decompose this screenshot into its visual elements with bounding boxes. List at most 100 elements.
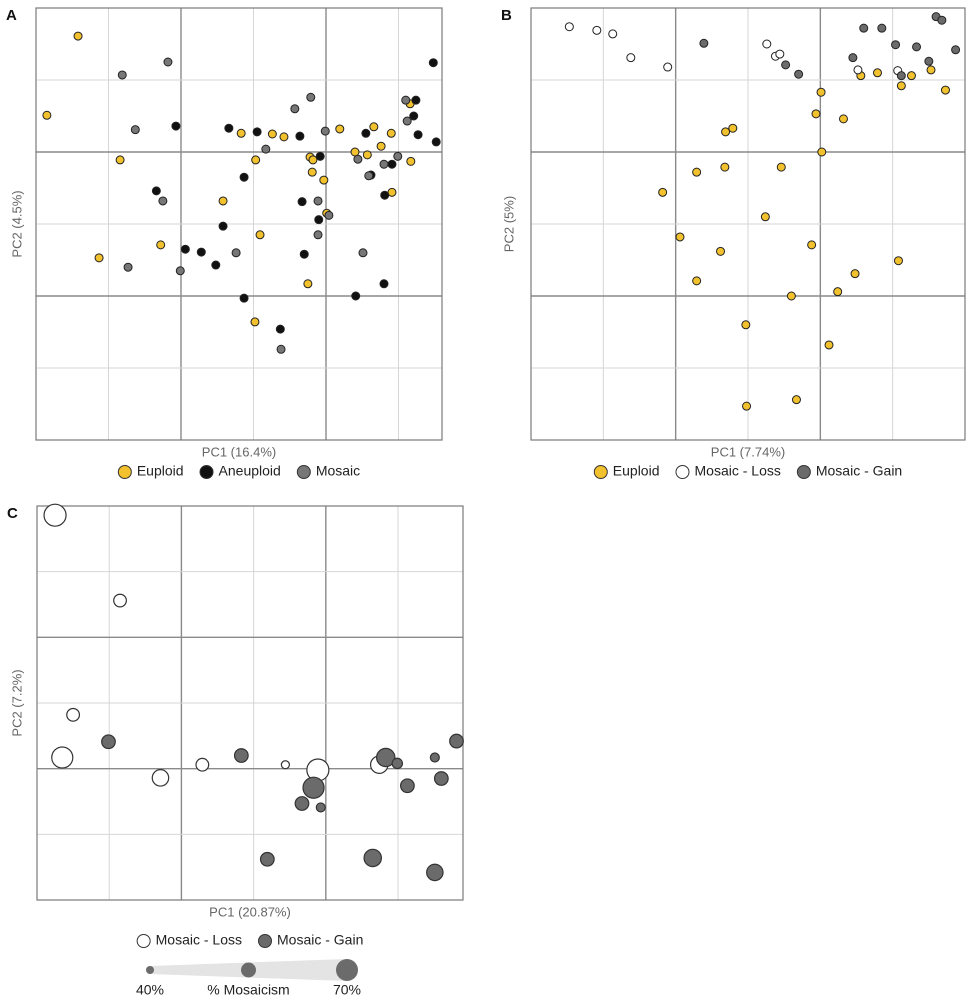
point bbox=[859, 23, 869, 33]
point bbox=[564, 22, 574, 32]
point bbox=[720, 162, 730, 172]
bubble bbox=[400, 778, 415, 794]
point bbox=[775, 49, 785, 59]
legend: Mosaic - Loss Mosaic - Gain bbox=[136, 932, 363, 948]
size-marker bbox=[241, 962, 256, 978]
point bbox=[912, 42, 922, 52]
bubble bbox=[433, 771, 449, 786]
y-axis-label: PC2 (7.2%) bbox=[9, 669, 24, 736]
point bbox=[940, 85, 950, 95]
point bbox=[315, 151, 325, 161]
point bbox=[324, 210, 334, 220]
point bbox=[251, 155, 261, 165]
point bbox=[811, 109, 821, 119]
point bbox=[850, 269, 860, 279]
point bbox=[699, 38, 709, 48]
point bbox=[361, 128, 371, 138]
point bbox=[776, 162, 786, 172]
point bbox=[393, 151, 403, 161]
point bbox=[231, 248, 241, 258]
bubble bbox=[259, 851, 275, 867]
point bbox=[239, 172, 249, 182]
point bbox=[401, 95, 411, 105]
point bbox=[364, 171, 374, 181]
point bbox=[353, 154, 363, 164]
point bbox=[608, 29, 618, 39]
point bbox=[592, 25, 602, 35]
point bbox=[303, 279, 313, 289]
legend-label: Euploid bbox=[137, 463, 184, 479]
legend-label: Mosaic bbox=[316, 463, 360, 479]
point bbox=[180, 244, 190, 254]
point bbox=[926, 65, 936, 75]
bubble bbox=[302, 776, 325, 799]
point bbox=[369, 122, 379, 132]
bubble bbox=[51, 746, 74, 769]
point bbox=[218, 196, 228, 206]
point bbox=[307, 167, 317, 177]
point bbox=[314, 215, 324, 225]
point bbox=[896, 71, 906, 81]
point bbox=[252, 127, 262, 137]
point bbox=[218, 221, 228, 231]
point bbox=[794, 69, 804, 79]
point bbox=[290, 104, 300, 114]
bubble bbox=[315, 802, 326, 813]
point bbox=[411, 95, 421, 105]
bubble bbox=[233, 748, 249, 763]
legend-marker bbox=[199, 465, 214, 479]
point bbox=[171, 121, 181, 131]
point bbox=[379, 279, 389, 289]
point bbox=[42, 110, 52, 120]
point bbox=[275, 324, 285, 334]
x-axis-label: PC1 (16.4%) bbox=[202, 444, 276, 459]
plot-frame bbox=[36, 505, 464, 901]
point bbox=[872, 68, 882, 78]
point bbox=[824, 340, 834, 350]
point bbox=[896, 81, 906, 91]
legend-marker bbox=[675, 465, 690, 479]
point bbox=[379, 159, 389, 169]
legend: Euploid Aneuploid Mosaic bbox=[117, 463, 360, 479]
point bbox=[255, 230, 265, 240]
point bbox=[848, 53, 858, 63]
point bbox=[626, 53, 636, 63]
point bbox=[297, 197, 307, 207]
point bbox=[741, 320, 751, 330]
point bbox=[692, 276, 702, 286]
point bbox=[376, 141, 386, 151]
point bbox=[276, 344, 286, 354]
legend: Euploid Mosaic - Loss Mosaic - Gain bbox=[593, 463, 902, 479]
point bbox=[791, 395, 801, 405]
legend-label: Euploid bbox=[613, 463, 660, 479]
point bbox=[351, 291, 361, 301]
panel-label: C bbox=[7, 505, 18, 522]
point bbox=[893, 256, 903, 266]
point bbox=[94, 253, 104, 263]
point bbox=[224, 123, 234, 133]
point bbox=[306, 92, 316, 102]
panel-label: B bbox=[501, 7, 512, 24]
point bbox=[742, 401, 752, 411]
point bbox=[891, 40, 901, 50]
point bbox=[402, 116, 412, 126]
point bbox=[853, 65, 863, 75]
y-axis-label: PC2 (4.5%) bbox=[9, 190, 24, 257]
point bbox=[760, 212, 770, 222]
point bbox=[663, 62, 673, 72]
bubble bbox=[66, 707, 81, 722]
bubble bbox=[294, 796, 310, 811]
legend-marker bbox=[117, 465, 132, 479]
point bbox=[906, 71, 916, 81]
point bbox=[838, 114, 848, 124]
point bbox=[117, 70, 127, 80]
point bbox=[386, 128, 396, 138]
point bbox=[308, 155, 318, 165]
point bbox=[877, 23, 887, 33]
bubble bbox=[429, 752, 440, 763]
point bbox=[781, 60, 791, 70]
plot-frame bbox=[35, 7, 443, 441]
point bbox=[807, 240, 817, 250]
point bbox=[279, 132, 289, 142]
point bbox=[151, 186, 161, 196]
